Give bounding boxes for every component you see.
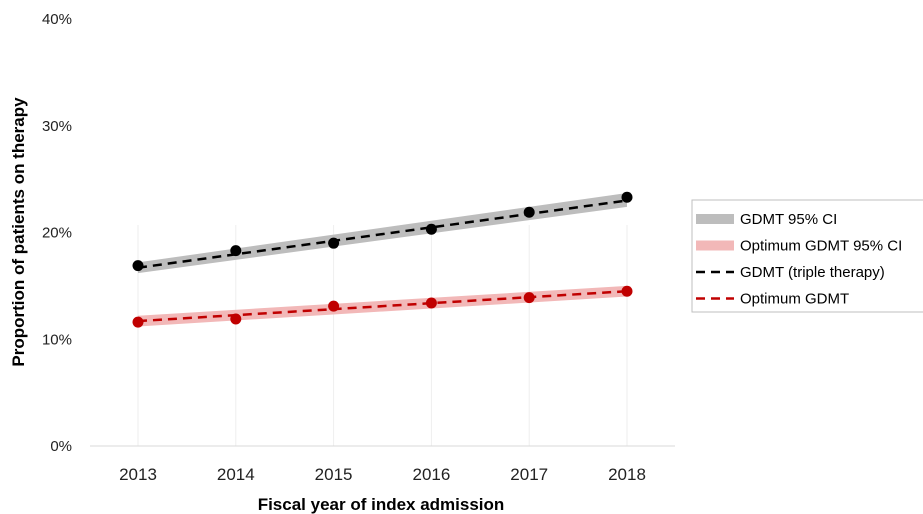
data-points: [132, 191, 633, 328]
data-point-2: [425, 297, 437, 309]
data-point-2: [523, 292, 535, 304]
legend-label: GDMT 95% CI: [740, 211, 837, 228]
data-point-1: [328, 237, 340, 249]
y-tick-label: 30%: [42, 118, 72, 135]
x-tick-label: 2014: [217, 465, 255, 484]
data-point-1: [230, 245, 242, 257]
trend-lines: [137, 199, 628, 323]
data-point-2: [132, 316, 144, 328]
y-tick-label: 0%: [50, 438, 72, 455]
gridlines: [137, 225, 628, 446]
y-tick-label: 20%: [42, 225, 72, 242]
x-tick-label: 2015: [315, 465, 353, 484]
y-tick-labels: 0% 10% 20% 30% 40%: [42, 11, 72, 455]
data-point-2: [621, 285, 633, 297]
trend-line-2: [137, 289, 628, 323]
data-point-1: [425, 223, 437, 235]
legend-swatch-band: [696, 214, 734, 224]
x-axis-title: Fiscal year of index admission: [258, 495, 505, 514]
data-point-2: [230, 313, 242, 325]
x-tick-label: 2013: [119, 465, 157, 484]
data-point-1: [523, 206, 535, 218]
y-tick-label: 40%: [42, 11, 72, 28]
x-tick-label: 2018: [608, 465, 646, 484]
data-point-1: [132, 260, 144, 272]
legend-swatch-band: [696, 240, 734, 251]
x-tick-label: 2016: [412, 465, 450, 484]
x-tick-label: 2017: [510, 465, 548, 484]
legend-label: Optimum GDMT 95% CI: [740, 238, 902, 255]
legend: GDMT 95% CI Optimum GDMT 95% CI GDMT (trip…: [691, 199, 923, 313]
legend-label: Optimum GDMT: [740, 291, 849, 308]
trend-line-1: [137, 199, 628, 269]
data-point-1: [621, 191, 633, 203]
y-tick-label: 10%: [42, 331, 72, 348]
data-point-2: [328, 300, 340, 312]
y-axis-title: Proportion of patients on therapy: [9, 97, 28, 367]
legend-label: GDMT (triple therapy): [740, 264, 885, 281]
x-tick-labels: 2013 2014 2015 2016 2017 2018: [119, 465, 646, 484]
